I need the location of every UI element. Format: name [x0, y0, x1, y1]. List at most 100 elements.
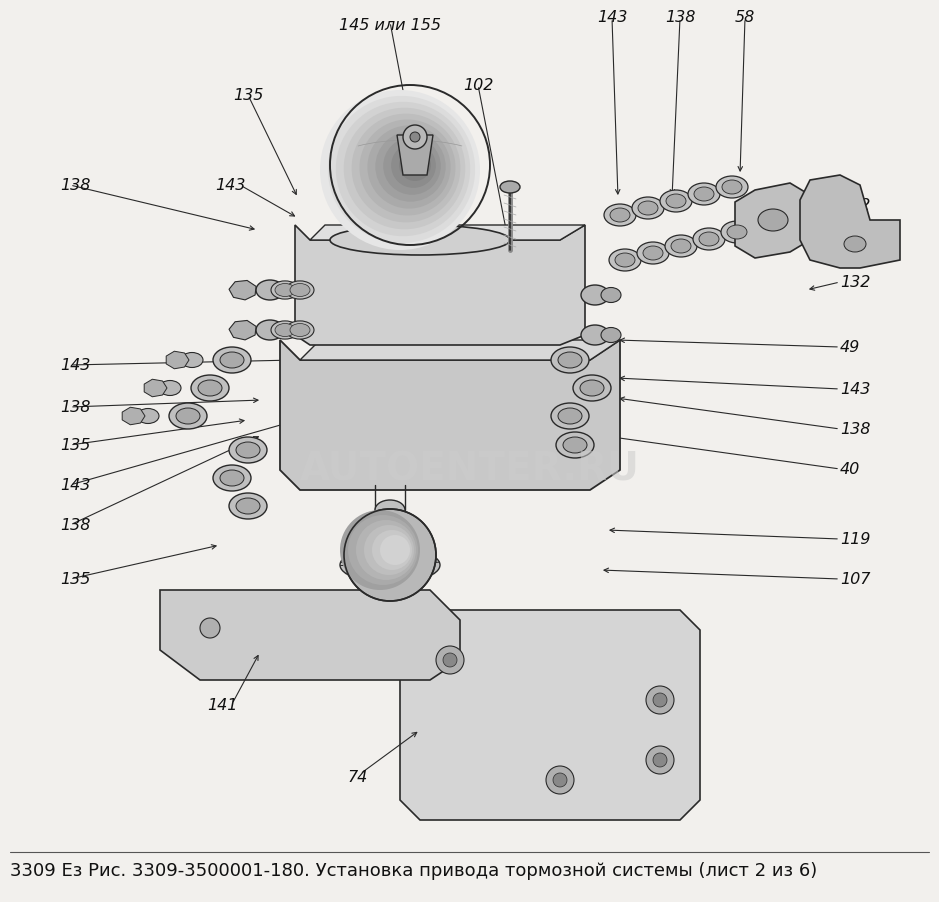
Ellipse shape: [558, 352, 582, 368]
Text: 132: 132: [840, 275, 870, 290]
Circle shape: [351, 114, 460, 223]
Ellipse shape: [665, 235, 697, 257]
Polygon shape: [310, 225, 585, 240]
Ellipse shape: [722, 180, 742, 194]
Text: 143: 143: [60, 358, 90, 373]
Polygon shape: [166, 351, 189, 369]
Ellipse shape: [229, 437, 267, 463]
Circle shape: [348, 515, 418, 585]
Circle shape: [328, 96, 475, 244]
Ellipse shape: [271, 321, 299, 339]
Ellipse shape: [176, 408, 200, 424]
Ellipse shape: [229, 493, 267, 519]
Text: 58: 58: [735, 10, 755, 25]
Circle shape: [653, 753, 667, 767]
Ellipse shape: [181, 353, 203, 367]
Ellipse shape: [604, 204, 636, 226]
Ellipse shape: [256, 320, 284, 340]
Polygon shape: [735, 183, 810, 258]
Circle shape: [553, 773, 567, 787]
Circle shape: [340, 510, 420, 590]
Circle shape: [383, 137, 440, 195]
Ellipse shape: [694, 187, 714, 201]
Text: 143: 143: [597, 10, 627, 25]
Ellipse shape: [159, 381, 181, 395]
Circle shape: [367, 125, 451, 208]
Polygon shape: [229, 320, 256, 340]
Ellipse shape: [198, 380, 222, 396]
Ellipse shape: [716, 176, 748, 198]
Ellipse shape: [727, 225, 747, 239]
Ellipse shape: [671, 239, 691, 253]
Text: 143: 143: [60, 478, 90, 493]
Ellipse shape: [275, 324, 295, 336]
Text: AUTOENTER.RU: AUTOENTER.RU: [300, 450, 639, 488]
Circle shape: [392, 143, 436, 188]
Text: 40: 40: [840, 462, 860, 477]
Ellipse shape: [290, 283, 310, 297]
Ellipse shape: [844, 236, 866, 252]
Ellipse shape: [551, 347, 589, 373]
Ellipse shape: [169, 403, 207, 429]
Circle shape: [360, 119, 455, 216]
Text: 143: 143: [215, 178, 245, 193]
Text: 119: 119: [840, 532, 870, 547]
Ellipse shape: [551, 403, 589, 429]
Ellipse shape: [236, 442, 260, 458]
Ellipse shape: [580, 380, 604, 396]
Ellipse shape: [558, 408, 582, 424]
Ellipse shape: [610, 208, 630, 222]
Ellipse shape: [271, 281, 299, 299]
Circle shape: [380, 535, 410, 565]
Text: 138: 138: [60, 178, 90, 193]
Text: 143: 143: [840, 382, 870, 397]
Ellipse shape: [609, 249, 641, 271]
Circle shape: [344, 107, 466, 229]
Polygon shape: [397, 135, 433, 175]
Text: 107: 107: [840, 572, 870, 587]
Circle shape: [436, 646, 464, 674]
Circle shape: [344, 509, 436, 601]
Ellipse shape: [563, 437, 587, 453]
Circle shape: [410, 132, 420, 142]
Circle shape: [399, 149, 431, 181]
Polygon shape: [300, 340, 620, 360]
Ellipse shape: [601, 327, 621, 343]
Text: 138: 138: [665, 10, 695, 25]
Ellipse shape: [721, 221, 753, 243]
Text: 135: 135: [233, 88, 263, 103]
Text: 135: 135: [60, 438, 90, 453]
Circle shape: [320, 90, 480, 250]
Ellipse shape: [758, 209, 788, 231]
Text: 132: 132: [840, 198, 870, 213]
Text: 138: 138: [840, 422, 870, 437]
Text: 74: 74: [347, 770, 368, 785]
Ellipse shape: [213, 465, 251, 491]
Text: 3309 Ез Рис. 3309-3500001-180. Установка привода тормозной системы (лист 2 из 6): 3309 Ез Рис. 3309-3500001-180. Установка…: [10, 862, 817, 880]
Ellipse shape: [290, 324, 310, 336]
Ellipse shape: [213, 347, 251, 373]
Ellipse shape: [660, 190, 692, 212]
Ellipse shape: [286, 281, 314, 299]
Ellipse shape: [500, 181, 520, 193]
Circle shape: [443, 653, 457, 667]
Text: 102: 102: [463, 78, 493, 93]
Ellipse shape: [601, 288, 621, 302]
Ellipse shape: [340, 547, 440, 583]
Ellipse shape: [330, 225, 510, 255]
Ellipse shape: [632, 197, 664, 219]
Ellipse shape: [275, 283, 295, 297]
Ellipse shape: [581, 285, 609, 305]
Polygon shape: [400, 610, 700, 820]
Circle shape: [646, 686, 674, 714]
Circle shape: [546, 766, 574, 794]
Circle shape: [364, 525, 414, 575]
Ellipse shape: [581, 325, 609, 345]
Circle shape: [372, 530, 412, 570]
Polygon shape: [160, 590, 460, 680]
Polygon shape: [145, 379, 167, 397]
Circle shape: [200, 618, 220, 638]
Ellipse shape: [693, 228, 725, 250]
Ellipse shape: [286, 321, 314, 339]
Polygon shape: [800, 175, 900, 268]
